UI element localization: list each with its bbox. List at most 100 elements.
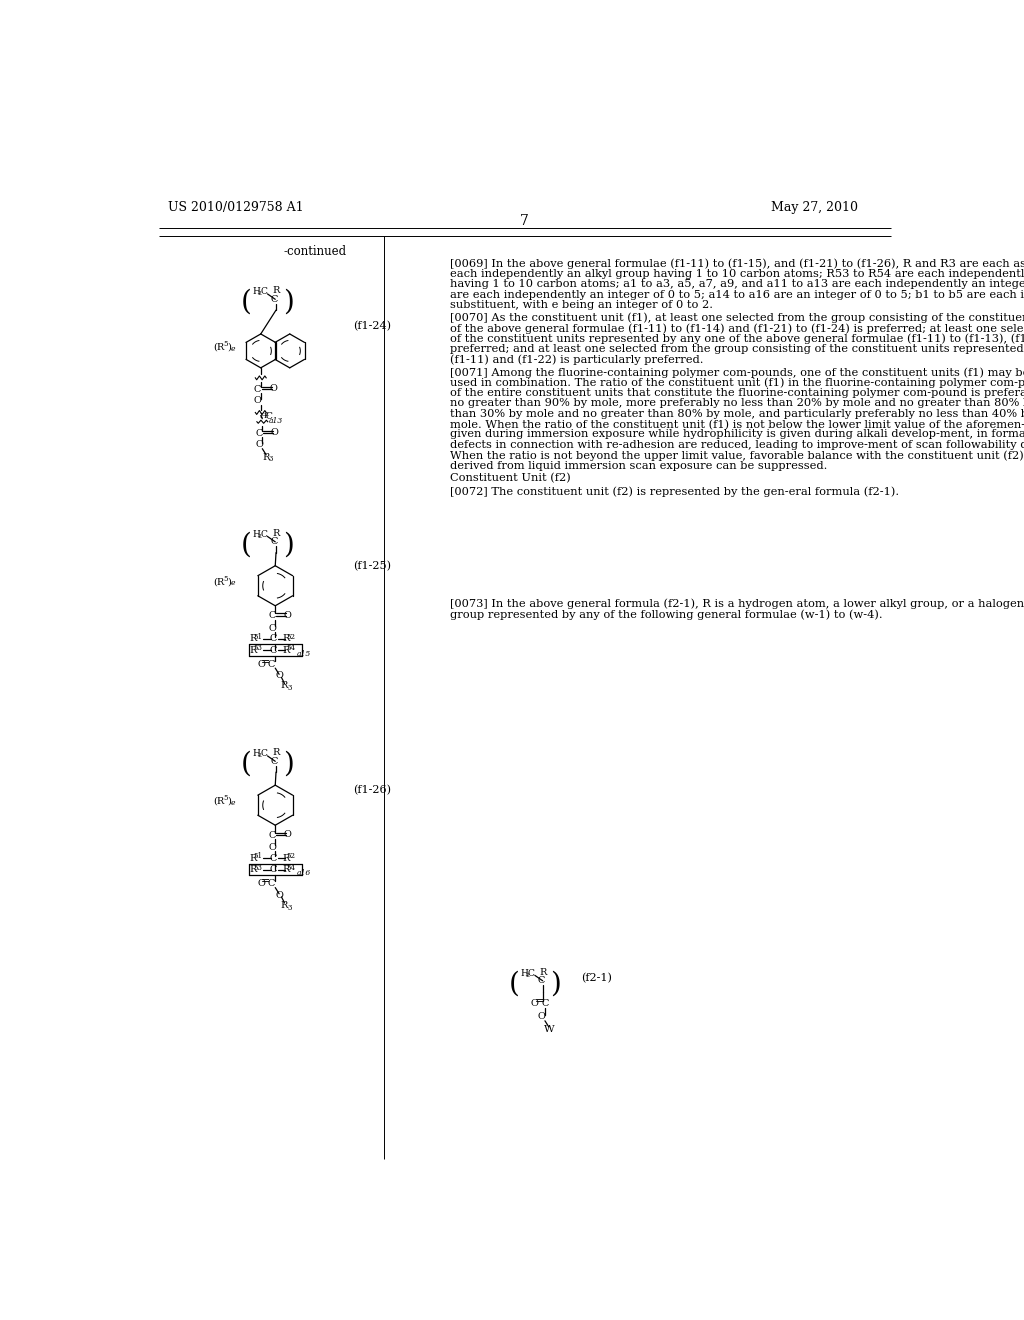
Text: H: H bbox=[253, 750, 260, 758]
Text: e: e bbox=[231, 579, 236, 587]
Text: (: ( bbox=[241, 751, 252, 777]
Text: 5: 5 bbox=[223, 795, 227, 803]
Text: C: C bbox=[266, 412, 272, 421]
Text: 52: 52 bbox=[287, 632, 295, 640]
Text: (f2-1): (f2-1) bbox=[582, 973, 612, 983]
Text: having 1 to 10 carbon atoms; a1 to a3, a5, a7, a9, and a11 to a13 are each indep: having 1 to 10 carbon atoms; a1 to a3, a… bbox=[450, 280, 1024, 289]
Text: [0070] As the constituent unit (f1), at least one selected from the group consis: [0070] As the constituent unit (f1), at … bbox=[450, 313, 1024, 323]
Text: ): ) bbox=[283, 289, 294, 315]
Text: (R: (R bbox=[213, 343, 224, 351]
Text: ): ) bbox=[550, 970, 561, 998]
Text: R: R bbox=[250, 635, 257, 643]
Text: (f1-26): (f1-26) bbox=[353, 784, 391, 795]
Text: 3: 3 bbox=[287, 904, 292, 912]
Text: C: C bbox=[542, 999, 549, 1008]
Text: =: = bbox=[261, 876, 270, 887]
Text: of the constituent units represented by any one of the above general formulae (f: of the constituent units represented by … bbox=[450, 334, 1024, 345]
Text: R: R bbox=[250, 645, 257, 655]
Text: 7: 7 bbox=[520, 214, 529, 228]
Text: 51: 51 bbox=[254, 851, 263, 861]
Text: R: R bbox=[272, 286, 280, 296]
Text: R: R bbox=[272, 529, 280, 537]
Text: 2: 2 bbox=[258, 535, 262, 539]
Text: 2: 2 bbox=[525, 973, 529, 978]
Text: 53: 53 bbox=[254, 863, 262, 871]
Text: US 2010/0129758 A1: US 2010/0129758 A1 bbox=[168, 201, 304, 214]
Text: R: R bbox=[540, 968, 547, 977]
Text: O: O bbox=[255, 441, 263, 449]
Text: given during immersion exposure while hydrophilicity is given during alkali deve: given during immersion exposure while hy… bbox=[450, 429, 1024, 440]
Text: e: e bbox=[231, 799, 236, 807]
Text: O: O bbox=[284, 611, 292, 619]
Text: C: C bbox=[260, 288, 267, 296]
Text: O: O bbox=[275, 891, 283, 900]
Text: C: C bbox=[269, 635, 276, 643]
Text: C: C bbox=[267, 879, 275, 888]
Text: C: C bbox=[260, 750, 267, 758]
Text: 54: 54 bbox=[287, 644, 295, 652]
Text: 53: 53 bbox=[254, 644, 262, 652]
Text: [0071] Among the fluorine-containing polymer com-pounds, one of the constituent : [0071] Among the fluorine-containing pol… bbox=[450, 367, 1024, 378]
Text: O: O bbox=[538, 1012, 546, 1022]
Text: O: O bbox=[284, 830, 292, 840]
Text: O: O bbox=[268, 623, 276, 632]
Text: O: O bbox=[257, 660, 265, 669]
Text: ): ) bbox=[283, 532, 294, 558]
Text: R: R bbox=[281, 900, 288, 909]
Text: May 27, 2010: May 27, 2010 bbox=[771, 201, 858, 214]
Text: C: C bbox=[269, 866, 276, 874]
Text: (: ( bbox=[509, 970, 519, 998]
Text: 52: 52 bbox=[287, 851, 295, 861]
Text: of the entire constituent units that constitute the fluorine-containing polymer : of the entire constituent units that con… bbox=[450, 388, 1024, 397]
Text: H: H bbox=[253, 288, 260, 296]
Text: 5: 5 bbox=[223, 341, 227, 348]
Text: (f1-11) and (f1-22) is particularly preferred.: (f1-11) and (f1-22) is particularly pref… bbox=[450, 354, 703, 364]
Text: group represented by any of the following general formulae (w-1) to (w-4).: group represented by any of the followin… bbox=[450, 610, 883, 620]
Text: 2: 2 bbox=[258, 292, 262, 297]
Text: C: C bbox=[256, 429, 263, 438]
Text: R: R bbox=[250, 854, 257, 863]
Text: of the above general formulae (f1-11) to (f1-14) and (f1-21) to (f1-24) is prefe: of the above general formulae (f1-11) to… bbox=[450, 323, 1024, 334]
Text: defects in connection with re-adhesion are reduced, leading to improve-ment of s: defects in connection with re-adhesion a… bbox=[450, 440, 1024, 450]
Text: When the ratio is not beyond the upper limit value, favorable balance with the c: When the ratio is not beyond the upper l… bbox=[450, 450, 1024, 461]
Text: [0073] In the above general formula (f2-1), R is a hydrogen atom, a lower alkyl : [0073] In the above general formula (f2-… bbox=[450, 599, 1024, 610]
Text: are each independently an integer of 0 to 5; a14 to a16 are an integer of 0 to 5: are each independently an integer of 0 t… bbox=[450, 289, 1024, 300]
Text: O: O bbox=[270, 428, 279, 437]
Text: Constituent Unit (f2): Constituent Unit (f2) bbox=[450, 474, 570, 483]
Text: H: H bbox=[259, 412, 267, 420]
Text: [0072] The constituent unit (f2) is represented by the gen-eral formula (f2-1).: [0072] The constituent unit (f2) is repr… bbox=[450, 486, 899, 496]
Text: O: O bbox=[530, 999, 539, 1008]
Text: 3: 3 bbox=[268, 455, 273, 463]
Text: R: R bbox=[283, 854, 290, 863]
Text: than 30% by mole and no greater than 80% by mole, and particularly preferably no: than 30% by mole and no greater than 80%… bbox=[450, 409, 1024, 418]
Text: mole. When the ratio of the constituent unit (f1) is not below the lower limit v: mole. When the ratio of the constituent … bbox=[450, 418, 1024, 429]
Text: C: C bbox=[270, 537, 278, 546]
Text: R: R bbox=[283, 645, 290, 655]
Text: R: R bbox=[250, 866, 257, 874]
Text: C: C bbox=[269, 645, 276, 655]
Text: (: ( bbox=[241, 532, 252, 558]
Text: C: C bbox=[254, 385, 261, 393]
Text: O: O bbox=[269, 384, 278, 393]
Text: (f1-25): (f1-25) bbox=[353, 561, 391, 572]
Text: C: C bbox=[538, 977, 545, 985]
Text: (R: (R bbox=[213, 577, 224, 586]
Text: R: R bbox=[281, 681, 288, 690]
Text: C: C bbox=[527, 969, 535, 978]
Text: C: C bbox=[270, 756, 278, 766]
Text: O: O bbox=[254, 396, 261, 405]
Text: O: O bbox=[268, 843, 276, 851]
Text: a15: a15 bbox=[297, 649, 311, 657]
Text: -continued: -continued bbox=[283, 246, 346, 259]
Text: H: H bbox=[520, 969, 528, 978]
Text: =: = bbox=[261, 657, 270, 667]
Text: no greater than 90% by mole, more preferably no less than 20% by mole and no gre: no greater than 90% by mole, more prefer… bbox=[450, 399, 1024, 408]
Text: a13: a13 bbox=[268, 417, 283, 425]
Text: W: W bbox=[545, 1024, 555, 1034]
Text: O: O bbox=[257, 879, 265, 888]
Text: C: C bbox=[269, 854, 276, 863]
Text: C: C bbox=[270, 294, 278, 304]
Text: ): ) bbox=[283, 751, 294, 777]
Text: a16: a16 bbox=[297, 869, 311, 876]
Text: H: H bbox=[253, 529, 260, 539]
